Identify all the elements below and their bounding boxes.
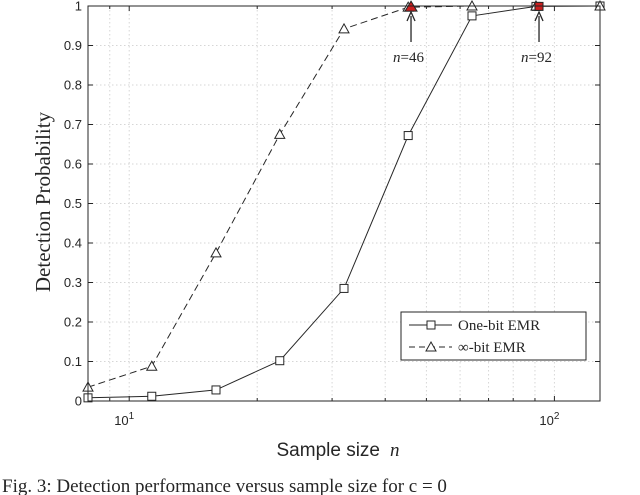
- y-tick-label: 0: [75, 394, 82, 409]
- data-point-square: [467, 11, 477, 21]
- axis-ticks: [88, 5, 600, 402]
- y-tick-label: 0.8: [64, 78, 82, 93]
- x-axis-label: Sample size n: [277, 440, 400, 461]
- data-point-triangle: [145, 360, 158, 371]
- legend: One-bit EMR ∞-bit EMR: [400, 311, 587, 361]
- annotation-arrow-head: [534, 10, 544, 22]
- x-tick-exp: 2: [554, 411, 560, 422]
- x-tick-base: 10: [114, 413, 128, 428]
- y-tick-label: 0.3: [64, 275, 82, 290]
- data-point-square: [339, 283, 349, 293]
- x-tick-label: 102: [539, 411, 559, 428]
- legend-label-one-bit: One-bit EMR: [458, 318, 540, 334]
- annotation-label: n=46: [393, 50, 424, 66]
- legend-box: [400, 311, 587, 361]
- x-tick-labels: 101 102: [114, 411, 560, 428]
- y-tick-label: 0.7: [64, 117, 82, 132]
- y-tick-labels: 0 0.1 0.2 0.3 0.4 0.5 0.6 0.7 0.8 0.9 1: [64, 0, 82, 409]
- data-point-square: [403, 131, 413, 141]
- figure-caption: Fig. 3: Detection performance versus sam…: [2, 476, 447, 495]
- data-point-triangle: [210, 246, 222, 258]
- y-tick-label: 0.2: [64, 315, 82, 330]
- annotation-label: n=92: [521, 50, 552, 66]
- data-point-triangle: [338, 22, 350, 34]
- y-tick-label: 0.9: [64, 38, 82, 53]
- x-axis-label-var: n: [390, 440, 400, 461]
- data-point-square: [147, 391, 157, 401]
- annotation-var: n: [521, 50, 529, 66]
- y-tick-label: 0.6: [64, 157, 82, 172]
- legend-marker-square: [426, 320, 436, 330]
- y-tick-label: 0.1: [64, 354, 82, 369]
- y-tick-label: 1: [75, 0, 82, 14]
- x-tick-base: 10: [539, 413, 553, 428]
- x-tick-exp: 1: [129, 411, 135, 422]
- annotation-value: =92: [529, 50, 552, 66]
- data-point-square: [211, 385, 221, 395]
- y-tick-label: 0.5: [64, 196, 82, 211]
- annotation-var: n: [393, 50, 401, 66]
- data-point-triangle: [273, 128, 286, 139]
- legend-marker-triangle: [425, 340, 437, 352]
- x-tick-label: 101: [114, 411, 134, 428]
- annotation-value: =46: [401, 50, 425, 66]
- y-axis-label: Detection Probability: [31, 111, 55, 292]
- legend-label-inf-bit: ∞-bit EMR: [458, 340, 526, 356]
- x-axis-label-text: Sample size: [277, 440, 381, 461]
- data-point-square: [275, 356, 285, 366]
- y-tick-label: 0.4: [64, 236, 82, 251]
- annotation-arrow-head: [406, 10, 416, 22]
- annotations-layer: n=46 n=92: [393, 0, 552, 66]
